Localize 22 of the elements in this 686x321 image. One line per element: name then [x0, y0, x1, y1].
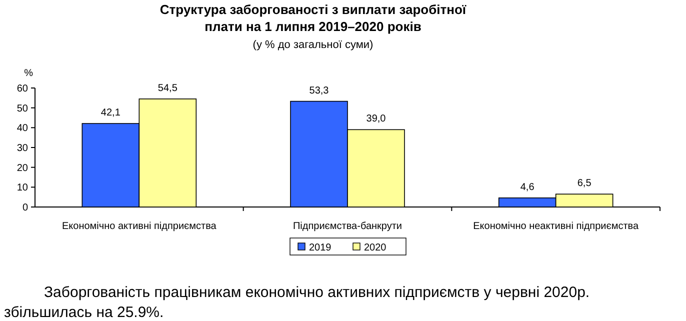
x-tick-label: Економічно неактивні підприємства: [473, 221, 639, 232]
data-label: 42,1: [100, 108, 121, 118]
y-tick-label: 10: [16, 182, 28, 194]
x-tick-label: Підприємства-банкрути: [292, 221, 402, 232]
legend-label: 2019: [309, 242, 332, 254]
y-axis-title: %: [24, 68, 34, 79]
y-tick-label: 0: [22, 202, 28, 214]
y-tick-label: 30: [16, 143, 28, 154]
data-label: 54,5: [158, 82, 178, 94]
legend-label: 2020: [364, 242, 387, 254]
chart-subtitle: (у % до загальної суми): [252, 39, 374, 51]
data-label: 6,5: [577, 178, 592, 190]
text: Заборгованість працівникам економічно активних підприємств у червні 2020р. збільшилась на 25.9%.: [4, 284, 590, 321]
y-tick-label: 50: [16, 103, 28, 114]
y-tick-label: 20: [16, 162, 28, 174]
data-label: 53,3: [309, 85, 330, 96]
chart-title: Структура заборгованості з виплати заробітної плати на 1 липня 2019–2020 років: [160, 2, 466, 34]
x-tick-label: Економічно активні підприємства: [62, 221, 217, 232]
data-label: 39,0: [366, 114, 386, 125]
y-tick-label: 60: [16, 84, 28, 94]
y-tick-label: 40: [16, 123, 28, 134]
data-label: 4,6: [520, 182, 535, 193]
